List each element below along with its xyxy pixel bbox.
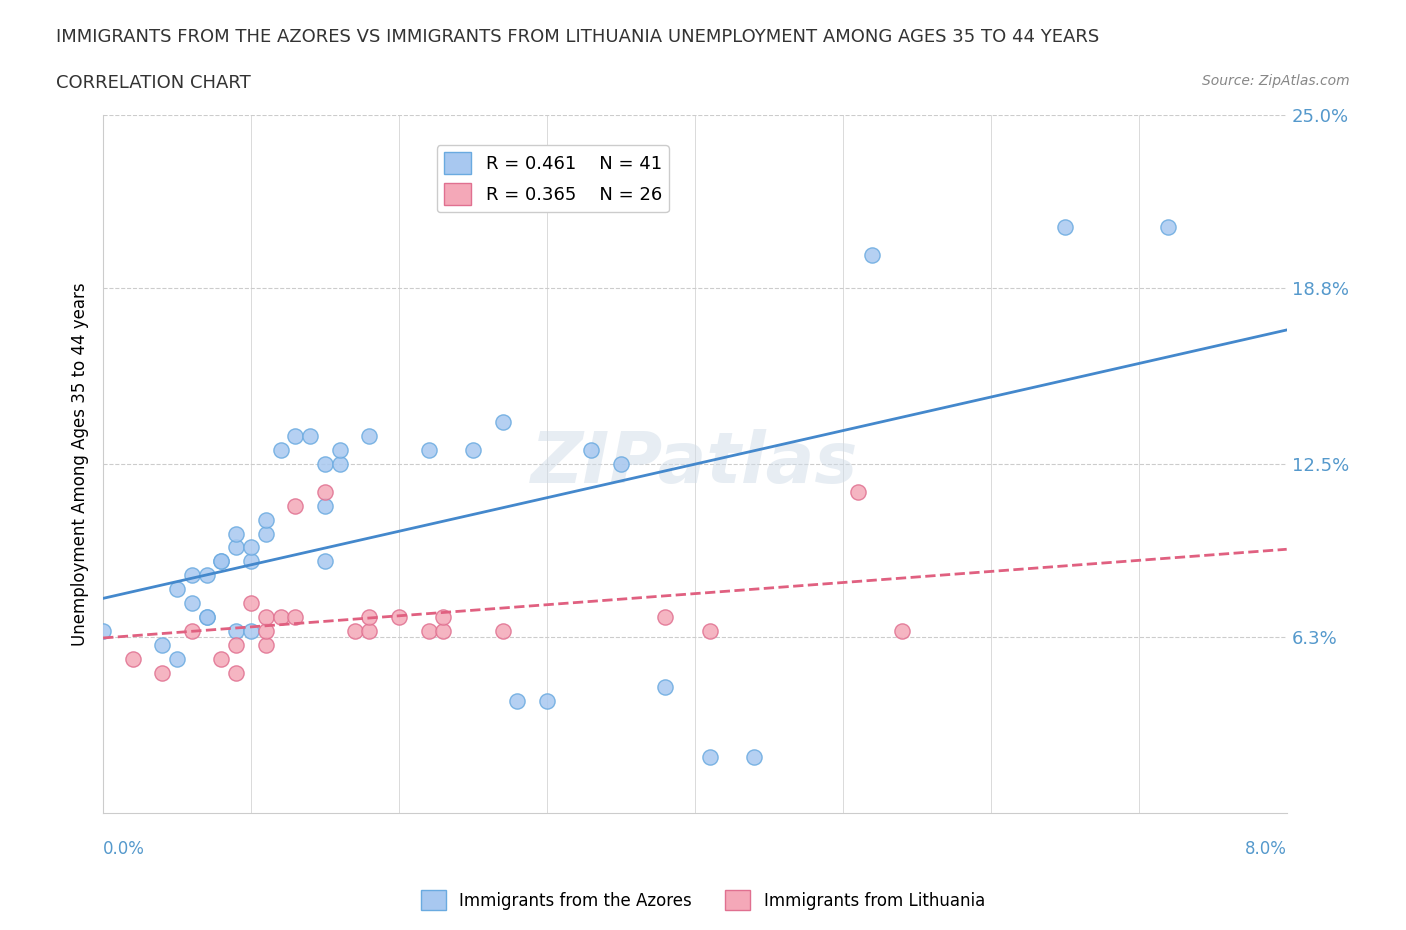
Point xyxy=(225,526,247,541)
Point xyxy=(211,652,233,667)
Point xyxy=(432,610,454,625)
Text: 0.0%: 0.0% xyxy=(103,841,145,858)
Point xyxy=(270,610,292,625)
Point xyxy=(254,512,277,527)
Point xyxy=(225,666,247,681)
Point xyxy=(862,247,884,262)
Point xyxy=(699,750,721,764)
Point xyxy=(359,624,381,639)
Point xyxy=(240,624,263,639)
Point xyxy=(491,624,513,639)
Point xyxy=(891,624,914,639)
Y-axis label: Unemployment Among Ages 35 to 44 years: Unemployment Among Ages 35 to 44 years xyxy=(72,282,89,645)
Point xyxy=(91,624,114,639)
Point xyxy=(1157,219,1180,234)
Point xyxy=(121,652,143,667)
Point xyxy=(654,680,676,695)
Point xyxy=(240,554,263,569)
Point xyxy=(610,457,633,472)
Point xyxy=(166,582,188,597)
Point xyxy=(388,610,411,625)
Point xyxy=(254,624,277,639)
Point xyxy=(180,568,202,583)
Point xyxy=(314,457,336,472)
Text: Source: ZipAtlas.com: Source: ZipAtlas.com xyxy=(1202,74,1350,88)
Point xyxy=(299,429,322,444)
Point xyxy=(314,485,336,499)
Point xyxy=(195,610,218,625)
Point xyxy=(461,443,484,458)
Point xyxy=(418,624,440,639)
Point xyxy=(254,638,277,653)
Point xyxy=(254,526,277,541)
Point xyxy=(166,652,188,667)
Point xyxy=(180,624,202,639)
Text: 8.0%: 8.0% xyxy=(1244,841,1286,858)
Point xyxy=(284,498,307,513)
Point xyxy=(742,750,765,764)
Text: ZIPatlas: ZIPatlas xyxy=(531,430,859,498)
Point xyxy=(359,610,381,625)
Legend: R = 0.461    N = 41, R = 0.365    N = 26: R = 0.461 N = 41, R = 0.365 N = 26 xyxy=(437,145,669,212)
Point xyxy=(846,485,869,499)
Point xyxy=(195,568,218,583)
Point xyxy=(359,429,381,444)
Legend: Immigrants from the Azores, Immigrants from Lithuania: Immigrants from the Azores, Immigrants f… xyxy=(415,884,991,917)
Point xyxy=(1053,219,1076,234)
Point xyxy=(699,624,721,639)
Point xyxy=(240,596,263,611)
Point xyxy=(150,666,173,681)
Point xyxy=(581,443,603,458)
Point xyxy=(225,540,247,555)
Point xyxy=(343,624,366,639)
Point xyxy=(432,624,454,639)
Point xyxy=(536,694,558,709)
Point xyxy=(284,610,307,625)
Text: IMMIGRANTS FROM THE AZORES VS IMMIGRANTS FROM LITHUANIA UNEMPLOYMENT AMONG AGES : IMMIGRANTS FROM THE AZORES VS IMMIGRANTS… xyxy=(56,28,1099,46)
Text: CORRELATION CHART: CORRELATION CHART xyxy=(56,74,252,92)
Point xyxy=(314,498,336,513)
Point xyxy=(254,610,277,625)
Point xyxy=(180,596,202,611)
Point xyxy=(418,443,440,458)
Point xyxy=(314,554,336,569)
Point xyxy=(211,554,233,569)
Point xyxy=(225,624,247,639)
Point xyxy=(654,610,676,625)
Point xyxy=(329,443,352,458)
Point xyxy=(270,443,292,458)
Point xyxy=(329,457,352,472)
Point xyxy=(506,694,529,709)
Point xyxy=(240,540,263,555)
Point xyxy=(284,429,307,444)
Point xyxy=(150,638,173,653)
Point xyxy=(225,638,247,653)
Point xyxy=(195,610,218,625)
Point xyxy=(491,415,513,430)
Point xyxy=(211,554,233,569)
